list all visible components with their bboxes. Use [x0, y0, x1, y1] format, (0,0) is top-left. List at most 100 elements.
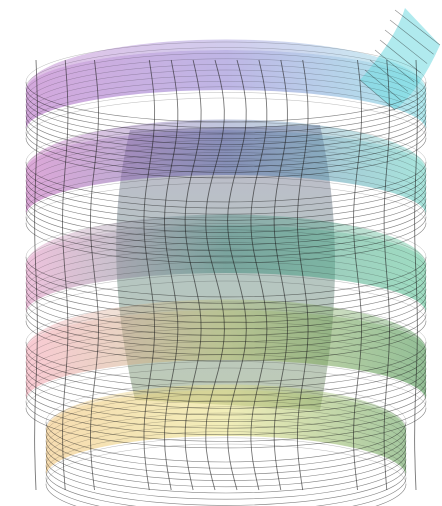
mesh-meridian	[164, 59, 179, 491]
mesh-line	[25, 248, 427, 290]
mesh-line	[25, 288, 427, 330]
mesh-line	[25, 115, 427, 156]
mesh-line	[45, 465, 407, 506]
mesh-line	[25, 361, 427, 402]
mesh-meridian	[273, 59, 288, 491]
mesh-line	[25, 308, 427, 349]
mesh-line	[25, 133, 427, 175]
mesh-line	[25, 140, 427, 181]
mesh-line	[25, 255, 427, 296]
mesh-line	[25, 269, 427, 311]
mesh-line	[25, 127, 427, 169]
mesh-line	[25, 263, 427, 304]
mesh-line	[364, 69, 402, 101]
mesh-line	[394, 9, 441, 46]
mesh-line	[25, 58, 427, 99]
mesh-line	[25, 341, 427, 382]
ribbon-turn-5	[46, 390, 406, 476]
mesh-line	[25, 267, 427, 309]
mesh-line	[45, 440, 407, 481]
ribbon-flare	[360, 8, 440, 110]
mesh-line	[25, 388, 427, 429]
mesh-line	[25, 104, 427, 145]
mesh-line	[25, 374, 427, 416]
mesh-line	[25, 204, 427, 245]
mesh-meridian	[89, 59, 99, 491]
mesh-line	[25, 261, 427, 302]
mesh-line	[25, 301, 427, 343]
mesh-line	[25, 186, 427, 227]
mesh-meridian	[353, 59, 363, 491]
mesh-line	[45, 394, 407, 435]
mesh-line	[25, 192, 427, 233]
mesh-line	[25, 52, 427, 94]
mesh-line	[45, 437, 407, 478]
mesh-line	[25, 81, 427, 123]
mesh-line	[25, 146, 427, 187]
ribbon-turn-1-face	[26, 39, 426, 90]
mesh-meridian	[143, 59, 156, 491]
mesh-line	[25, 407, 427, 449]
mesh-line	[25, 368, 427, 409]
ribbon-turn-1	[26, 50, 426, 130]
helicoid-surface	[26, 8, 440, 476]
mesh-line	[25, 182, 427, 224]
mesh-line	[374, 49, 415, 83]
mesh-line	[25, 121, 427, 162]
mesh-line	[25, 216, 427, 258]
mesh-line	[45, 387, 407, 429]
mesh-line	[25, 222, 427, 264]
mesh-line	[25, 321, 427, 362]
mesh-line	[45, 412, 407, 454]
mesh-line	[25, 314, 427, 355]
mesh-line	[45, 425, 407, 466]
ribbon-turn-3	[26, 225, 426, 313]
mesh-line	[25, 223, 427, 264]
mesh-line	[25, 401, 427, 442]
mesh-meridian	[62, 59, 69, 491]
surface-mesh-lines	[25, 9, 441, 506]
mesh-line	[25, 282, 427, 323]
mesh-line	[25, 80, 427, 122]
mesh-line	[25, 158, 427, 199]
mesh-line	[25, 301, 427, 343]
mesh-meridian	[296, 59, 309, 491]
mesh-line	[25, 242, 427, 283]
mesh-line	[25, 341, 427, 383]
mesh-line	[45, 400, 407, 441]
mesh-line	[45, 471, 407, 506]
mesh-line	[25, 276, 427, 317]
mesh-line	[25, 164, 427, 205]
mesh-line	[25, 152, 427, 193]
mesh-meridian	[227, 59, 247, 491]
mesh-meridian	[205, 59, 225, 491]
mesh-line	[384, 29, 428, 64]
mesh-line	[45, 434, 407, 475]
mesh-line	[25, 354, 427, 395]
mesh-line	[25, 347, 427, 389]
mesh-line	[25, 176, 427, 217]
mesh-line	[25, 394, 427, 436]
mesh-meridian	[34, 59, 38, 491]
mesh-meridian	[250, 59, 268, 491]
mesh-line	[25, 93, 427, 134]
mesh-meridian	[383, 59, 390, 491]
mesh-line	[25, 75, 427, 116]
mesh-line	[25, 334, 427, 376]
mesh-line	[25, 229, 427, 270]
mesh-line	[25, 295, 427, 336]
mesh-line	[25, 168, 427, 209]
mesh-line	[25, 361, 427, 403]
mesh-line	[389, 19, 434, 55]
mesh-line	[25, 308, 427, 349]
mesh-line	[25, 92, 427, 133]
mesh-line	[25, 381, 427, 422]
mesh-line	[25, 274, 427, 315]
mesh-line	[25, 355, 427, 396]
mesh-line	[25, 280, 427, 322]
ribbon-turn-4	[26, 310, 426, 400]
mesh-line	[45, 483, 407, 506]
mesh-line	[25, 69, 427, 111]
mesh-line	[379, 39, 421, 74]
